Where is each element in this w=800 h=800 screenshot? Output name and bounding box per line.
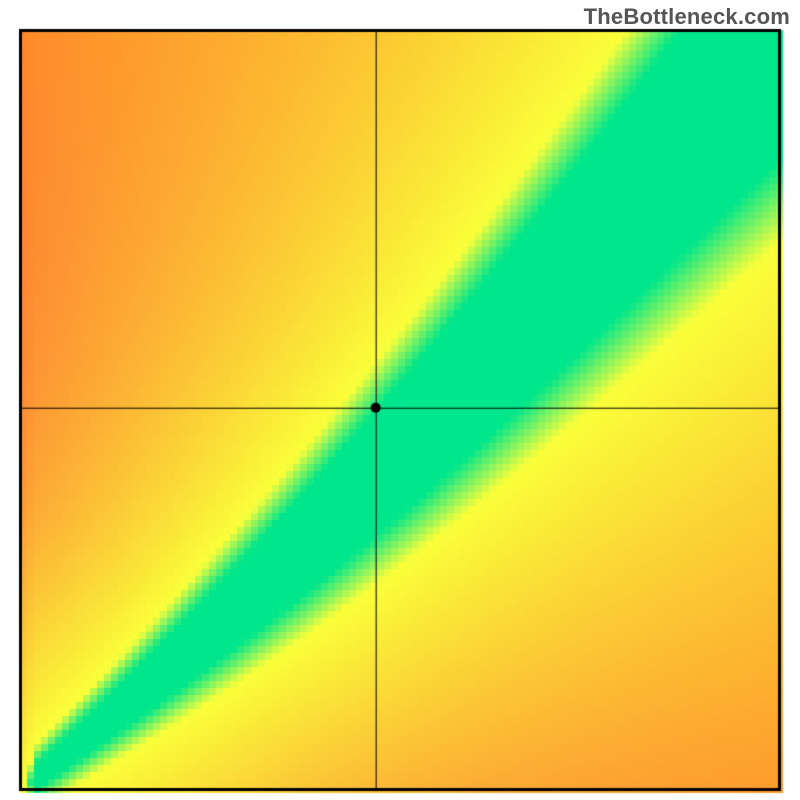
chart-container: TheBottleneck.com bbox=[0, 0, 800, 800]
watermark-text: TheBottleneck.com bbox=[584, 4, 790, 30]
heatmap-canvas bbox=[0, 0, 800, 800]
